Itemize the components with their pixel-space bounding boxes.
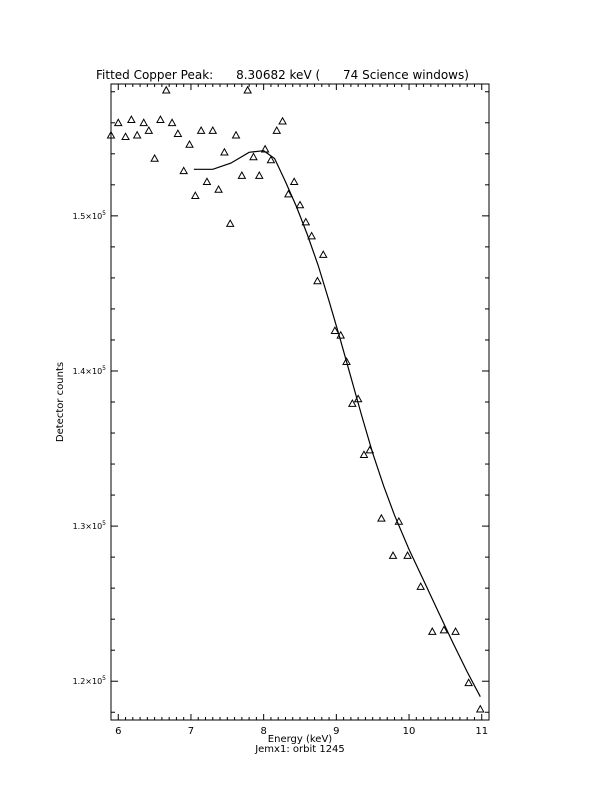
y-tick-label: 1.3×105	[73, 520, 107, 531]
y-axis-label: Detector counts	[55, 362, 66, 442]
data-point	[161, 85, 171, 94]
data-point	[342, 357, 351, 365]
data-point	[347, 399, 357, 407]
data-point	[196, 126, 206, 134]
fit-curve	[193, 150, 481, 697]
data-point	[336, 330, 346, 339]
data-point	[260, 144, 270, 153]
data-point	[295, 200, 305, 209]
data-point	[113, 118, 123, 127]
chart-subtitle: Jemx1: orbit 1245	[254, 744, 345, 755]
data-point	[439, 625, 449, 634]
data-point	[237, 170, 247, 179]
data-point	[121, 132, 130, 141]
data-point	[150, 153, 159, 162]
data-point	[208, 126, 218, 134]
data-point	[231, 130, 241, 139]
data-point	[254, 170, 264, 179]
data-point	[173, 129, 183, 137]
data-point	[377, 513, 386, 522]
data-point	[220, 147, 229, 156]
axis-ticks	[111, 84, 489, 720]
data-point	[179, 166, 189, 175]
fit-curve-layer	[193, 150, 481, 697]
data-point	[475, 704, 485, 713]
data-point	[202, 177, 212, 186]
data-point	[214, 184, 223, 193]
x-tick-label: 10	[403, 726, 416, 737]
data-point	[190, 191, 200, 199]
data-point	[416, 582, 426, 590]
x-axis-label: Energy (keV)	[268, 734, 333, 745]
data-point	[451, 627, 460, 635]
data-point	[272, 126, 282, 134]
data-point	[249, 152, 258, 161]
data-point	[464, 678, 473, 687]
data-point	[388, 551, 398, 559]
data-point	[284, 189, 293, 198]
data-point	[359, 450, 369, 459]
y-tick-label: 1.5×105	[73, 210, 107, 221]
data-point	[106, 130, 116, 139]
y-tick-label: 1.2×105	[73, 675, 107, 686]
data-point	[127, 115, 136, 123]
data-point	[365, 445, 375, 454]
x-tick-label: 9	[333, 726, 339, 737]
y-tick-label: 1.4×105	[73, 365, 107, 376]
data-point	[243, 85, 253, 94]
data-point	[353, 394, 363, 403]
plot-frame	[110, 83, 490, 721]
data-point	[132, 130, 142, 139]
data-point	[394, 516, 404, 525]
data-point	[301, 217, 311, 226]
data-point	[330, 326, 340, 334]
data-point	[266, 155, 276, 164]
data-point	[403, 551, 412, 559]
x-tick-label: 8	[260, 726, 266, 737]
data-point	[144, 126, 154, 134]
data-point	[313, 276, 322, 285]
x-tick-label: 11	[475, 726, 488, 737]
data-point	[318, 250, 328, 258]
chart-title: Fitted Copper Peak: 8.30682 keV ( 74 Sci…	[96, 68, 469, 82]
data-point	[225, 219, 235, 227]
tick-labels: 6 7 8 9 10 11 1.2×105 1.3×105 1.4×105 1.5×105	[73, 210, 489, 737]
data-points-layer	[106, 85, 485, 713]
data-point	[307, 231, 316, 240]
x-tick-label: 6	[115, 726, 121, 737]
data-point	[185, 139, 194, 148]
data-point	[156, 115, 165, 123]
x-tick-label: 7	[188, 726, 194, 737]
data-point	[167, 118, 177, 127]
data-point	[427, 627, 437, 635]
data-point	[139, 118, 149, 127]
data-point	[289, 177, 299, 186]
data-point	[278, 116, 287, 125]
